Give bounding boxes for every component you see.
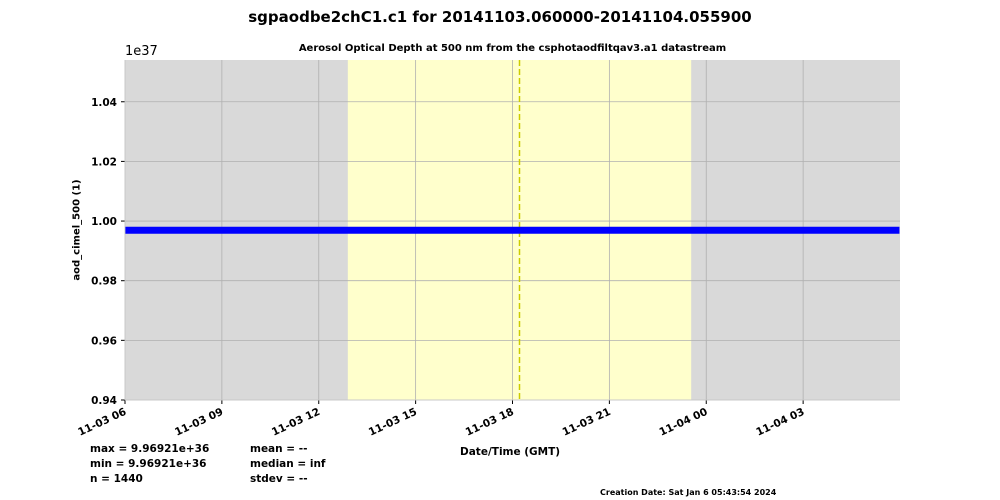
y-tick-label: 0.94 [91,395,117,407]
x-tick-label: 11-03 06 [76,406,128,439]
y-tick-label: 0.98 [91,276,117,288]
stat-min: min = 9.96921e+36 [90,458,207,470]
y-offset-label: 1e37 [125,44,158,59]
chart-title: Aerosol Optical Depth at 500 nm from the… [298,43,727,54]
stat-mean: mean = -- [250,443,308,455]
stat-median: median = inf [250,458,326,470]
stat-n: n = 1440 [90,473,143,485]
x-axis-label: Date/Time (GMT) [460,446,561,458]
y-tick-label: 1.04 [91,97,117,109]
stat-max: max = 9.96921e+36 [90,443,210,455]
figure-title: sgpaodbe2chC1.c1 for 20141103.060000-201… [248,8,752,26]
y-tick-label: 1.00 [91,216,117,228]
x-tick-label: 11-03 21 [561,406,613,439]
x-tick-label: 11-03 18 [464,406,516,439]
x-tick-label: 11-03 12 [270,406,322,439]
x-tick-label: 11-03 09 [173,406,225,439]
y-tick-label: 0.96 [91,335,117,347]
stat-stdev: stdev = -- [250,473,308,485]
y-tick-label: 1.02 [91,156,117,168]
x-tick-label: 11-04 03 [754,406,806,439]
x-tick-label: 11-04 00 [657,406,709,439]
x-tick-label: 11-03 15 [367,406,419,439]
creation-date: Creation Date: Sat Jan 6 05:43:54 2024 [600,488,777,497]
